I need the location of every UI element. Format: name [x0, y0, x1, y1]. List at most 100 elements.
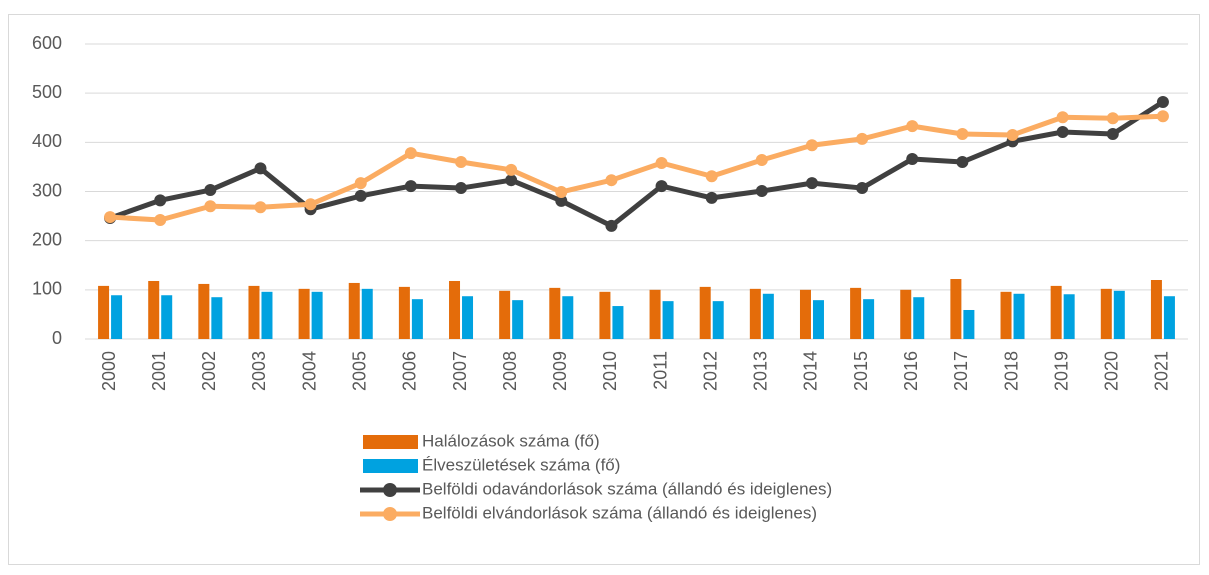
legend-label: Belföldi elvándorlások száma (állandó és…: [422, 503, 817, 522]
bar: [913, 297, 925, 339]
line-marker: [404, 180, 417, 193]
line-marker: [154, 214, 167, 227]
legend-label: Belföldi odavándorlások száma (állandó é…: [422, 479, 832, 498]
bar: [512, 300, 524, 339]
bar: [649, 289, 661, 339]
line-marker: [755, 154, 768, 167]
x-tick-label: 2006: [400, 351, 420, 391]
line-marker: [354, 177, 367, 190]
line-marker: [1056, 111, 1069, 124]
x-tick-label: 2000: [99, 351, 119, 391]
legend-swatch: [363, 459, 418, 473]
bar: [211, 297, 223, 339]
line-marker: [605, 219, 618, 232]
bar: [1150, 280, 1162, 339]
bar: [963, 309, 975, 339]
line-marker: [705, 170, 718, 183]
bar: [499, 290, 511, 339]
line-marker: [1156, 110, 1169, 123]
bar: [712, 301, 724, 339]
line-marker: [655, 156, 668, 169]
bar: [599, 291, 611, 339]
line-marker: [1056, 126, 1069, 139]
bar: [562, 296, 574, 339]
line-marker: [354, 189, 367, 202]
y-tick-label: 600: [32, 33, 62, 53]
bar: [311, 291, 323, 339]
bar: [812, 300, 824, 339]
bar: [1163, 296, 1175, 339]
line-marker: [755, 185, 768, 198]
x-tick-label: 2020: [1102, 351, 1122, 391]
line-marker: [705, 191, 718, 204]
line-marker: [555, 194, 568, 207]
legend-marker: [383, 483, 397, 497]
y-tick-label: 200: [32, 229, 62, 249]
x-tick-label: 2016: [901, 351, 921, 391]
x-tick-label: 2003: [249, 351, 269, 391]
line-marker: [204, 184, 217, 197]
bar: [411, 299, 423, 339]
bar: [1100, 288, 1112, 339]
line-marker: [956, 127, 969, 140]
x-tick-label: 2014: [801, 351, 821, 391]
y-tick-label: 500: [32, 82, 62, 102]
line-marker: [906, 153, 919, 166]
bar: [1050, 285, 1062, 339]
x-tick-label: 2021: [1152, 351, 1172, 391]
bar: [662, 301, 674, 339]
line-marker: [254, 201, 267, 214]
bar: [900, 289, 912, 339]
line-marker: [1106, 127, 1119, 140]
line-marker: [555, 185, 568, 198]
line-marker: [1156, 96, 1169, 109]
line: [109, 99, 1165, 229]
line-marker: [455, 156, 468, 168]
legend-marker: [383, 507, 397, 521]
bar: [1113, 290, 1125, 339]
bar: [348, 282, 360, 339]
line-marker: [856, 132, 869, 145]
bar: [612, 306, 624, 339]
bar: [248, 285, 260, 339]
x-tick-label: 2007: [450, 351, 470, 391]
x-tick-label: 2012: [700, 351, 720, 391]
bar: [1013, 293, 1025, 339]
legend-swatch: [363, 435, 418, 449]
x-tick-label: 2015: [851, 351, 871, 391]
line-marker: [505, 163, 518, 176]
line-marker: [154, 194, 167, 207]
legend-label: Élveszületések száma (fő): [422, 455, 620, 474]
bar: [863, 299, 875, 339]
bar: [549, 287, 561, 339]
x-tick-label: 2013: [751, 351, 771, 391]
bar: [148, 280, 160, 339]
bar: [161, 295, 173, 339]
bar: [749, 288, 761, 339]
bar: [361, 288, 373, 339]
line-marker: [1006, 128, 1019, 141]
bar: [1063, 294, 1075, 339]
x-tick-label: 2002: [199, 351, 219, 391]
y-tick-label: 0: [52, 328, 62, 348]
line-marker: [505, 174, 518, 187]
line-marker: [605, 174, 618, 187]
line-marker: [956, 156, 969, 168]
bar: [111, 295, 123, 339]
x-tick-label: 2008: [500, 351, 520, 391]
legend-label: Halálozások száma (fő): [422, 431, 600, 450]
line: [109, 113, 1164, 223]
bar: [398, 286, 410, 339]
line-marker: [906, 120, 919, 133]
y-tick-label: 100: [32, 279, 62, 299]
y-tick-label: 300: [32, 180, 62, 200]
x-tick-label: 2009: [550, 351, 570, 391]
line-marker: [455, 182, 468, 195]
bar: [298, 288, 310, 339]
bar: [462, 296, 474, 339]
bar: [762, 293, 774, 339]
bar: [98, 285, 110, 339]
bar: [449, 280, 461, 339]
x-tick-label: 2018: [1001, 351, 1021, 391]
